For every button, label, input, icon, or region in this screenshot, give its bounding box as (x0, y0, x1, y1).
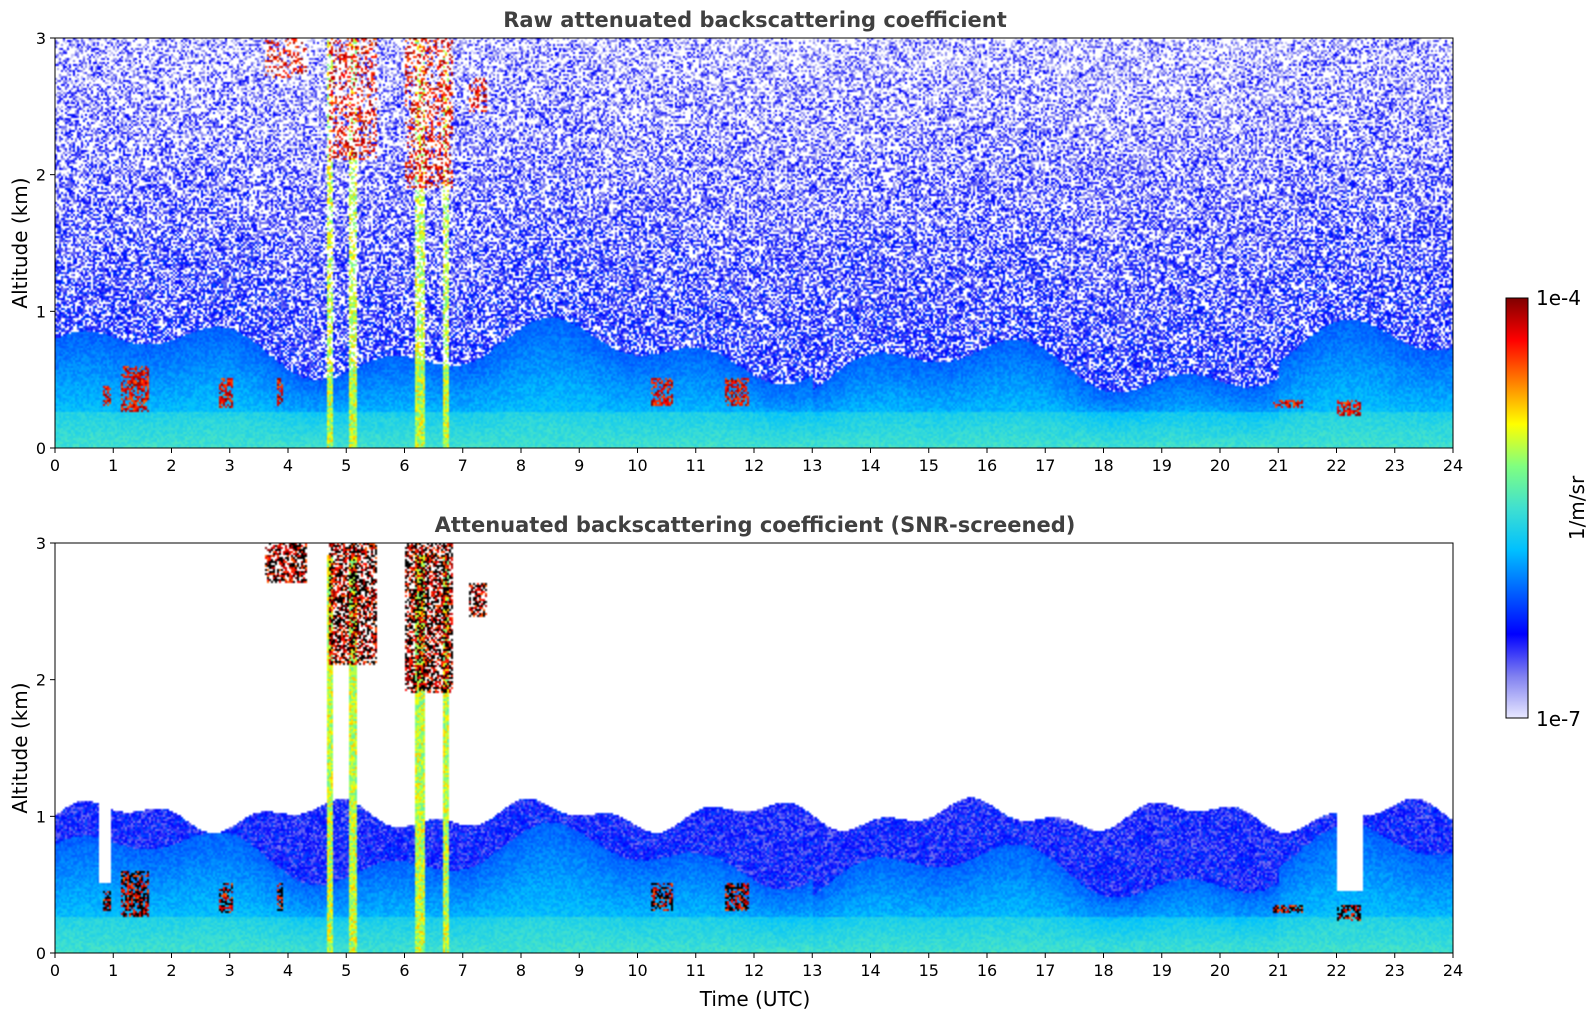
colorbar-fill (1505, 297, 1529, 719)
screened-xtick-label: 19 (1152, 961, 1172, 980)
screened-xtick-label: 11 (686, 961, 706, 980)
screened-xtick-label: 13 (802, 961, 822, 980)
raw-xtick-label: 14 (860, 456, 880, 475)
y-ticks-screened: 0 1 2 3 (36, 534, 55, 963)
raw-xtick-label: 1 (108, 456, 118, 475)
colorbar-unit-label: 1/m/sr (1565, 475, 1589, 540)
screened-ytick-label: 0 (36, 944, 46, 963)
x-ticks-screened: 0 1 2 3 4 5 6 7 8 9 10 11 12 13 14 15 16 17 18 19 20 21 22 23 24 (50, 953, 1463, 980)
colorbar: 1e-4 1e-7 1/m/sr (1505, 286, 1589, 731)
screened-xtick-label: 22 (1326, 961, 1346, 980)
screened-ytick-label: 1 (36, 807, 46, 826)
panel-raw: Raw attenuated backscattering coefficien… (8, 8, 1463, 475)
screened-xtick-label: 9 (574, 961, 584, 980)
screened-xtick-label: 23 (1385, 961, 1405, 980)
raw-xtick-label: 20 (1210, 456, 1230, 475)
raw-ytick-label: 0 (36, 439, 46, 458)
chart-title-raw: Raw attenuated backscattering coefficien… (503, 8, 1007, 32)
screened-xtick-label: 21 (1268, 961, 1288, 980)
raw-xtick-label: 15 (919, 456, 939, 475)
raw-xtick-label: 21 (1268, 456, 1288, 475)
screened-xtick-label: 8 (516, 961, 526, 980)
screened-xtick-label: 16 (977, 961, 997, 980)
screened-xtick-label: 14 (860, 961, 880, 980)
raw-xtick-label: 5 (341, 456, 351, 475)
screened-xtick-label: 0 (50, 961, 60, 980)
raw-xtick-label: 4 (283, 456, 293, 475)
screened-ytick-label: 3 (36, 534, 46, 553)
screened-xtick-label: 3 (225, 961, 235, 980)
screened-xtick-label: 5 (341, 961, 351, 980)
screened-xtick-label: 1 (108, 961, 118, 980)
raw-xtick-label: 13 (802, 456, 822, 475)
screened-xtick-label: 15 (919, 961, 939, 980)
screened-xtick-label: 4 (283, 961, 293, 980)
screened-xtick-label: 18 (1093, 961, 1113, 980)
colorbar-min-label: 1e-7 (1536, 707, 1581, 731)
raw-xtick-label: 17 (1035, 456, 1055, 475)
raw-ytick-label: 1 (36, 302, 46, 321)
screened-xtick-label: 24 (1443, 961, 1463, 980)
raw-xtick-label: 23 (1385, 456, 1405, 475)
heatmap-screened (55, 543, 1453, 953)
raw-xtick-label: 12 (744, 456, 764, 475)
screened-xtick-label: 12 (744, 961, 764, 980)
screened-xtick-label: 17 (1035, 961, 1055, 980)
heatmap-raw (55, 38, 1453, 448)
raw-xtick-label: 2 (166, 456, 176, 475)
colorbar-max-label: 1e-4 (1536, 286, 1581, 310)
screened-xtick-label: 6 (399, 961, 409, 980)
raw-xtick-label: 10 (627, 456, 647, 475)
y-axis-label-raw: Altitude (km) (8, 177, 32, 308)
chart-title-screened: Attenuated backscattering coefficient (S… (435, 513, 1076, 537)
raw-xtick-label: 6 (399, 456, 409, 475)
x-axis-label: Time (UTC) (699, 987, 811, 1011)
x-ticks-raw: 0 1 2 3 4 5 6 7 8 9 10 11 12 13 14 15 16 17 18 19 20 21 22 23 24 (50, 448, 1463, 475)
screened-xtick-label: 20 (1210, 961, 1230, 980)
screened-xtick-label: 10 (627, 961, 647, 980)
raw-ytick-label: 3 (36, 29, 46, 48)
raw-xtick-label: 16 (977, 456, 997, 475)
raw-xtick-label: 11 (686, 456, 706, 475)
raw-xtick-label: 3 (225, 456, 235, 475)
raw-xtick-label: 8 (516, 456, 526, 475)
screened-xtick-label: 2 (166, 961, 176, 980)
raw-xtick-label: 24 (1443, 456, 1463, 475)
screened-xtick-label: 7 (458, 961, 468, 980)
raw-xtick-label: 7 (458, 456, 468, 475)
y-ticks-raw: 0 1 2 3 (36, 29, 55, 458)
raw-xtick-label: 19 (1152, 456, 1172, 475)
panel-screened: Attenuated backscattering coefficient (S… (8, 513, 1463, 1011)
raw-xtick-label: 18 (1093, 456, 1113, 475)
screened-ytick-label: 2 (36, 671, 46, 690)
raw-xtick-label: 9 (574, 456, 584, 475)
raw-xtick-label: 22 (1326, 456, 1346, 475)
raw-ytick-label: 2 (36, 166, 46, 185)
y-axis-label-screened: Altitude (km) (8, 682, 32, 813)
raw-xtick-label: 0 (50, 456, 60, 475)
